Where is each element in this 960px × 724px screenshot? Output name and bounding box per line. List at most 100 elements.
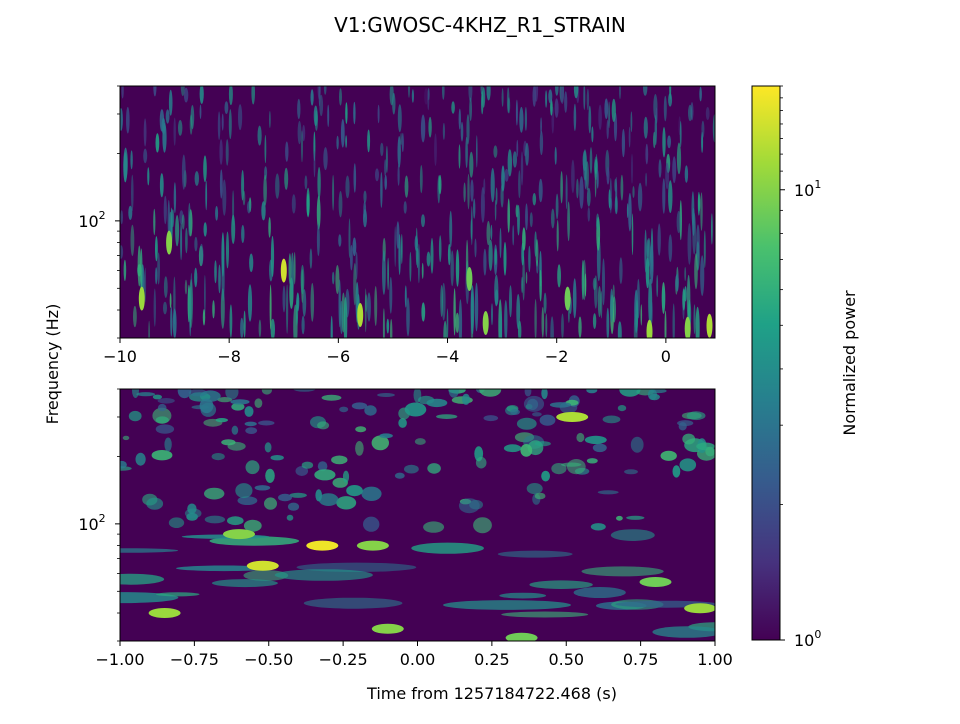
top-texture-streak bbox=[300, 264, 305, 295]
top-texture-streak bbox=[120, 108, 123, 131]
top-texture-streak bbox=[620, 174, 624, 201]
bottom-texture-blob bbox=[649, 389, 667, 394]
top-y-tick-label: 102 bbox=[78, 209, 105, 231]
top-texture-streak bbox=[700, 255, 705, 297]
top-texture-streak bbox=[229, 304, 233, 338]
bottom-texture-blob bbox=[204, 487, 225, 500]
bottom-texture-blob bbox=[128, 410, 142, 422]
bottom-texture-blob bbox=[331, 455, 348, 465]
top-texture-streak bbox=[382, 308, 385, 338]
top-texture-streak bbox=[668, 93, 673, 107]
top-texture-streak bbox=[147, 167, 150, 186]
top-texture-streak bbox=[285, 141, 289, 162]
top-texture-streak bbox=[143, 148, 148, 164]
top-bright-spot bbox=[280, 258, 287, 283]
top-texture-streak bbox=[137, 245, 141, 287]
bottom-bright-spot bbox=[639, 577, 672, 587]
top-texture-streak bbox=[189, 279, 194, 329]
bottom-texture-band bbox=[652, 626, 715, 638]
top-texture-streak bbox=[443, 320, 447, 338]
top-texture-streak bbox=[578, 316, 582, 338]
top-texture-streak bbox=[374, 286, 378, 326]
top-texture-streak bbox=[649, 244, 654, 284]
top-texture-streak bbox=[635, 299, 639, 332]
top-texture-streak bbox=[155, 133, 160, 153]
top-texture-streak bbox=[323, 147, 328, 171]
top-texture-streak bbox=[215, 206, 219, 221]
bottom-texture-band bbox=[581, 566, 664, 577]
top-texture-streak bbox=[656, 274, 659, 298]
top-texture-streak bbox=[212, 300, 215, 319]
top-texture-streak bbox=[181, 214, 185, 230]
top-texture-streak bbox=[345, 102, 348, 124]
top-texture-streak bbox=[654, 114, 657, 146]
bottom-texture-blob bbox=[413, 389, 422, 403]
bottom-texture-blob bbox=[619, 389, 641, 397]
bottom-texture-blob bbox=[672, 465, 681, 478]
top-texture-streak bbox=[606, 119, 609, 140]
top-texture-streak bbox=[469, 151, 474, 178]
bottom-x-tick-label: 0.25 bbox=[474, 650, 510, 669]
top-texture-streak bbox=[455, 249, 460, 287]
top-texture-streak bbox=[693, 304, 696, 335]
bottom-texture-blob bbox=[473, 517, 492, 534]
bottom-texture-blob bbox=[342, 470, 350, 483]
top-texture-streak bbox=[672, 303, 675, 338]
top-texture-streak bbox=[694, 253, 698, 290]
top-texture-streak bbox=[181, 154, 186, 190]
bottom-bright-spot bbox=[223, 529, 255, 540]
top-texture-streak bbox=[194, 171, 199, 186]
top-texture-streak bbox=[501, 165, 505, 192]
top-texture-streak bbox=[608, 189, 611, 209]
top-texture-streak bbox=[173, 117, 176, 146]
bottom-texture-blob bbox=[363, 516, 380, 532]
top-texture-streak bbox=[327, 104, 330, 128]
top-texture-streak bbox=[153, 208, 156, 236]
bottom-texture-blob bbox=[132, 389, 139, 398]
bottom-texture-blob bbox=[157, 398, 175, 404]
bottom-texture-blob bbox=[532, 412, 542, 417]
top-texture-streak bbox=[586, 88, 590, 111]
top-texture-streak bbox=[494, 274, 499, 307]
top-texture-streak bbox=[596, 169, 599, 189]
top-texture-streak bbox=[397, 164, 400, 186]
top-texture-streak bbox=[130, 150, 133, 170]
top-bright-spot bbox=[646, 319, 653, 338]
bottom-texture-blob bbox=[321, 394, 342, 401]
top-texture-streak bbox=[189, 114, 193, 135]
top-texture-streak bbox=[596, 213, 600, 231]
top-texture-streak bbox=[458, 108, 461, 130]
top-texture-streak bbox=[551, 208, 555, 229]
top-texture-streak bbox=[515, 99, 518, 126]
top-texture-streak bbox=[438, 235, 442, 263]
top-texture-streak bbox=[450, 250, 454, 287]
bottom-texture-blob bbox=[120, 460, 127, 469]
top-texture-streak bbox=[474, 238, 477, 258]
top-texture-streak bbox=[465, 136, 468, 168]
bottom-texture-blob bbox=[527, 398, 539, 411]
top-texture-streak bbox=[340, 119, 345, 148]
top-texture-streak bbox=[247, 201, 251, 214]
x-axis-label: Time from 1257184722.468 (s) bbox=[366, 684, 617, 703]
top-texture-streak bbox=[390, 319, 393, 338]
bottom-texture-blob bbox=[364, 405, 377, 416]
top-texture-streak bbox=[291, 194, 296, 214]
top-texture-streak bbox=[540, 117, 542, 135]
top-texture-streak bbox=[261, 201, 266, 221]
top-texture-streak bbox=[667, 135, 671, 149]
top-texture-streak bbox=[345, 135, 347, 148]
top-texture-streak bbox=[203, 222, 207, 237]
top-texture-streak bbox=[310, 282, 315, 322]
bottom-texture-blob bbox=[231, 402, 245, 411]
top-x-tick-label: −2 bbox=[545, 347, 569, 366]
top-texture-streak bbox=[224, 101, 229, 114]
bottom-texture-blob bbox=[346, 485, 363, 497]
top-texture-streak bbox=[644, 229, 647, 273]
top-texture-streak bbox=[316, 223, 320, 257]
top-texture-streak bbox=[424, 88, 429, 105]
top-texture-streak bbox=[427, 87, 430, 111]
top-texture-streak bbox=[221, 255, 225, 302]
top-texture-streak bbox=[442, 122, 445, 140]
top-panel-frame bbox=[119, 85, 716, 339]
